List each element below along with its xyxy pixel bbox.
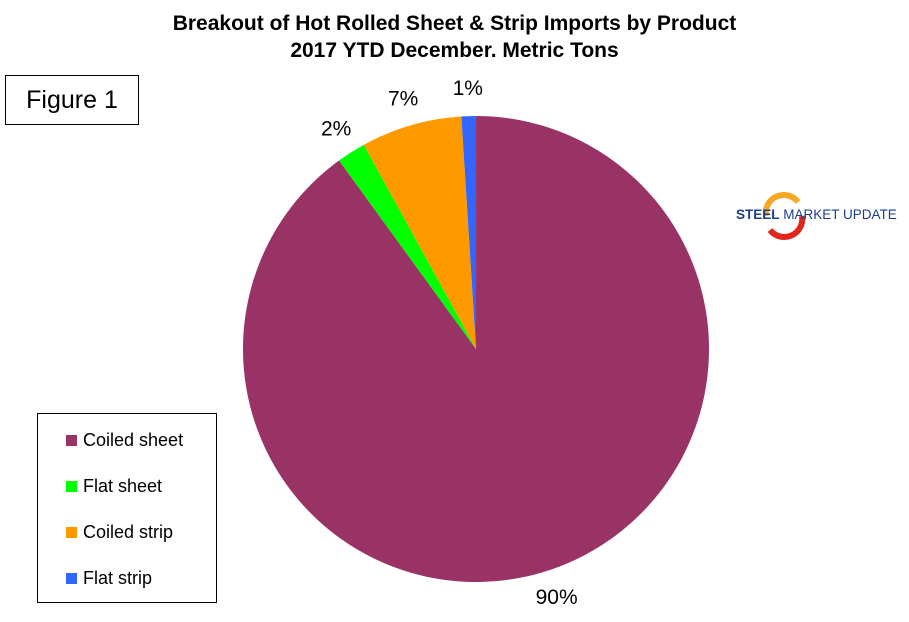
legend: Coiled sheet Flat sheet Coiled strip Flat s… (37, 413, 217, 603)
logo-text-rest: MARKET UPDATE (779, 207, 897, 222)
title-line-2: 2017 YTD December. Metric Tons (290, 39, 619, 62)
legend-item-coiled-sheet: Coiled sheet (66, 430, 183, 451)
data-label-coiled-sheet: 90% (536, 586, 578, 609)
pie-slice-flat-sheet (339, 144, 476, 349)
logo-swirl-icon (762, 192, 806, 240)
pie-slice-flat-strip (461, 116, 476, 349)
legend-swatch (66, 481, 77, 492)
figure-label: Figure 1 (5, 75, 139, 125)
legend-label: Flat sheet (83, 476, 163, 496)
pie-slice-coiled-strip (363, 116, 476, 349)
legend-swatch (66, 527, 77, 538)
legend-swatch (66, 573, 77, 584)
legend-item-flat-strip: Flat strip (66, 568, 152, 589)
data-label-coiled-strip: 7% (388, 87, 418, 110)
chart-title: Breakout of Hot Rolled Sheet & Strip Imp… (0, 10, 909, 64)
title-line-1: Breakout of Hot Rolled Sheet & Strip Imp… (172, 12, 737, 35)
data-label-flat-strip: 1% (453, 77, 483, 100)
data-label-flat-sheet: 2% (321, 118, 351, 141)
legend-label: Flat strip (83, 568, 153, 588)
legend-swatch (66, 435, 77, 446)
legend-item-coiled-strip: Coiled strip (66, 522, 173, 543)
legend-item-flat-sheet: Flat sheet (66, 476, 162, 497)
legend-label: Coiled strip (83, 522, 174, 542)
logo-text-bold: STEEL (736, 207, 780, 222)
legend-label: Coiled sheet (83, 430, 184, 450)
